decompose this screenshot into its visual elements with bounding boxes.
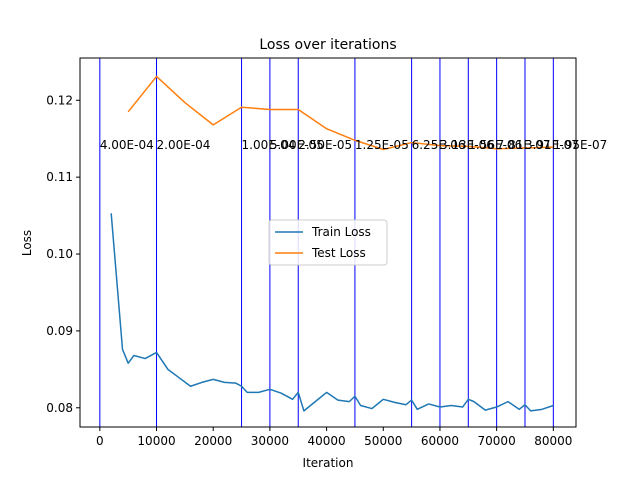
lr-annotation: 5.00E-05 [270,138,324,152]
lr-annotation: 4.00E-04 [100,138,154,152]
x-tick-label: 60000 [421,434,459,448]
y-axis-label: Loss [20,230,34,256]
test-loss-line [127,75,554,151]
x-tick-label: 50000 [364,434,402,448]
plot-area: 4.00E-04 2.00E-04 1.00E-045.00E-052.50E-05… [46,57,607,448]
x-tick-label: 70000 [478,434,516,448]
lr-annotation: 2.00E-04 [157,138,211,152]
x-tick-label: 40000 [307,434,345,448]
lr-annotation: 3.13E-06 [440,138,494,152]
lr-annotation: 6.25E-06 [412,138,466,152]
y-tick-label: 0.10 [46,247,73,261]
legend: Train Loss Test Loss [268,219,388,266]
legend-label-train: Train Loss [311,225,371,239]
lr-annotation: 7.81E-07 [497,138,551,152]
axes-frame [79,57,577,428]
lr-annotation: 1.25E-05 [355,138,409,152]
train-loss-line [110,213,554,412]
y-tick-label: 0.08 [46,401,73,415]
lr-annotation: 1.00E-04 [242,138,296,152]
y-tick-label: 0.12 [46,93,73,107]
lr-annotation: 1.95E-07 [553,138,607,152]
x-tick-label: 80000 [534,434,572,448]
lr-annotation: 2.50E-05 [298,138,352,152]
legend-label-test: Test Loss [311,246,366,260]
x-tick-label: 10000 [137,434,175,448]
chart-title: Loss over iterations [259,37,396,53]
x-tick-label: 20000 [194,434,232,448]
x-tick-label: 30000 [251,434,289,448]
x-axis-label: Iteration [303,456,354,470]
lr-annotation: 1.56E-06 [468,138,522,152]
y-tick-label: 0.09 [46,324,73,338]
y-tick-label: 0.11 [46,170,73,184]
lr-annotation: 3.91E-07 [525,138,579,152]
x-tick-label: 0 [96,434,104,448]
